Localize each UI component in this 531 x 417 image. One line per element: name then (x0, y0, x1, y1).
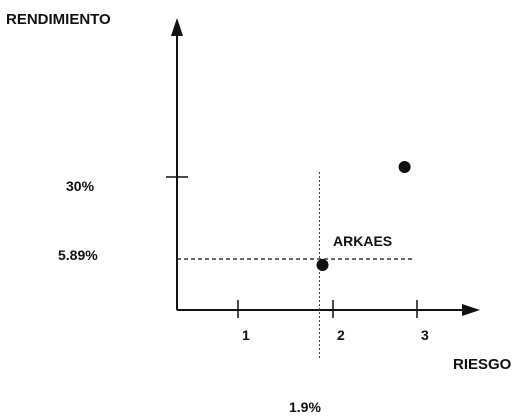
point-high (398, 161, 411, 173)
y-axis-arrow (171, 18, 183, 36)
point-label-arkaes: ARKAES (333, 233, 392, 249)
x-tick-label-3: 3 (421, 327, 429, 343)
y-tick-label-30: 30% (66, 178, 95, 194)
x-axis-title: RIESGO (453, 356, 512, 373)
y-tick-label-5-89: 5.89% (58, 247, 98, 263)
x-tick-label-1: 1 (242, 327, 250, 343)
vertical-reference-label: 1.9% (289, 399, 321, 415)
point-arkaes (316, 259, 329, 271)
x-tick-label-2: 2 (337, 327, 345, 343)
y-axis-title: RENDIMIENTO (6, 11, 111, 28)
x-axis-arrow (462, 304, 480, 316)
